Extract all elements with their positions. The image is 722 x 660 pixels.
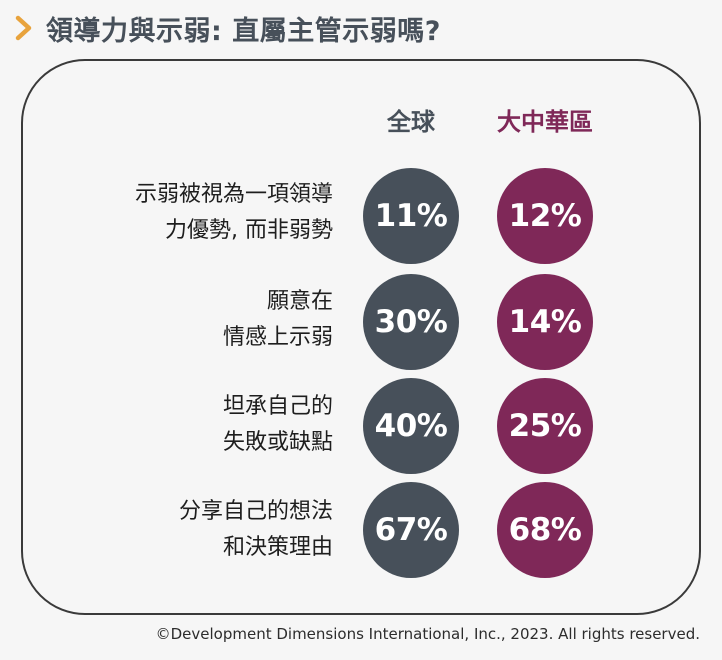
row-label-line: 和決策理由 — [222, 535, 333, 560]
row-label: 願意在 情感上示弱 — [33, 284, 333, 356]
column-header-greater-china: 大中華區 — [497, 108, 593, 136]
column-header-global: 全球 — [387, 108, 435, 136]
chevron-right-icon — [14, 12, 38, 44]
row-label-line: 失敗或缺點 — [222, 430, 333, 455]
row-label-line: 分享自己的想法 — [178, 499, 333, 524]
value-bubble-global: 11% — [363, 168, 459, 264]
value-bubble-global: 30% — [363, 274, 459, 370]
value-bubble-greater-china: 68% — [497, 482, 593, 578]
value-bubble-greater-china: 25% — [497, 378, 593, 474]
row-label: 示弱被視為一項領導 力優勢, 而非弱勢 — [33, 177, 333, 249]
copyright-footer: ©Development Dimensions International, I… — [155, 625, 700, 643]
row-label-line: 力優勢, 而非弱勢 — [165, 218, 333, 243]
value-bubble-global: 40% — [363, 378, 459, 474]
value-bubble-global: 67% — [363, 482, 459, 578]
value-bubble-greater-china: 12% — [497, 168, 593, 264]
page-title: 領導力與示弱: 直屬主管示弱嗎? — [46, 15, 441, 47]
row-label-line: 坦承自己的 — [222, 394, 333, 419]
row-label-line: 願意在 — [266, 289, 333, 314]
value-bubble-greater-china: 14% — [497, 274, 593, 370]
header: 領導力與示弱: 直屬主管示弱嗎? — [14, 8, 441, 48]
row-label: 分享自己的想法 和決策理由 — [33, 494, 333, 566]
row-label: 坦承自己的 失敗或缺點 — [33, 389, 333, 461]
row-label-line: 情感上示弱 — [222, 325, 333, 350]
row-label-line: 示弱被視為一項領導 — [134, 182, 333, 207]
